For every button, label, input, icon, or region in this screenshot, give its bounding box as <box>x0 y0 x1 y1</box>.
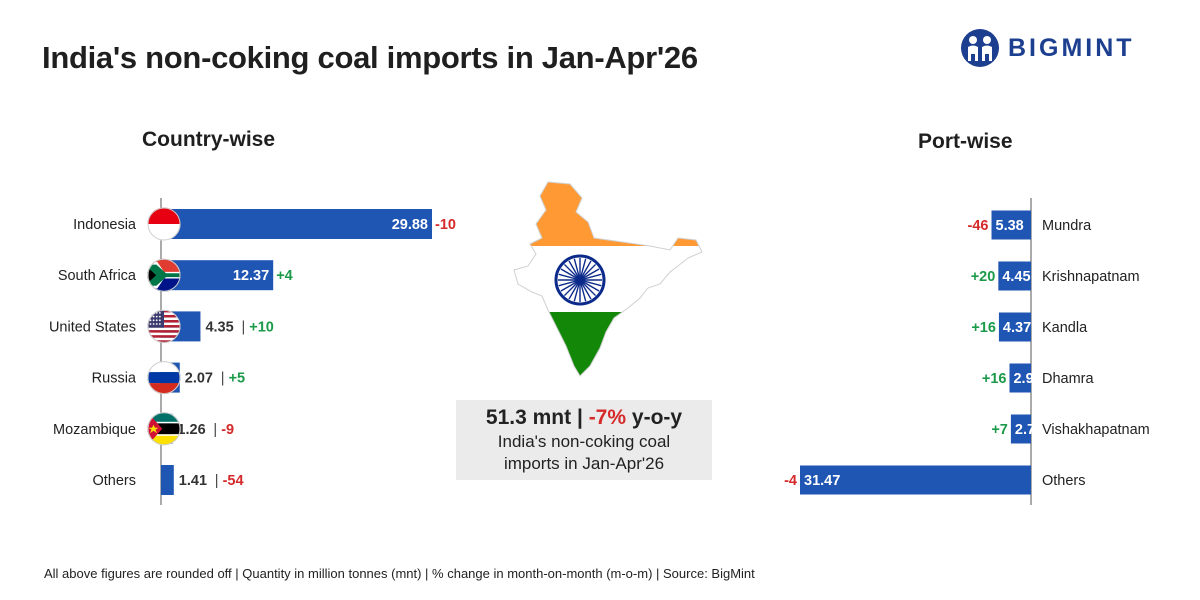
port-bar <box>800 465 1031 495</box>
port-category-label: Krishnapatnam <box>1042 269 1140 285</box>
country-category-label: Russia <box>92 371 137 387</box>
country-value-label: 4.35 <box>205 319 233 335</box>
port-bar <box>998 261 1031 291</box>
port-value-label: 5.38 <box>996 218 1024 234</box>
country-change-label: | -54 <box>215 473 244 489</box>
country-change-label: | +5 <box>221 371 245 387</box>
port-change-label: -46 <box>968 218 989 234</box>
port-bar <box>991 210 1031 240</box>
country-change-label: +4 <box>276 268 293 284</box>
country-value-label: 1.41 <box>179 473 207 489</box>
country-category-label: United States <box>49 319 136 335</box>
port-category-label: Dhamra <box>1042 371 1095 387</box>
port-change-label: +7 <box>991 422 1008 438</box>
country-change-label: | +10 <box>241 319 273 335</box>
country-bar-group: Others 1.41 | -54 <box>92 465 244 495</box>
summary-change: -7% <box>588 406 627 429</box>
country-category-label: South Africa <box>58 268 137 284</box>
summary-box: 51.3 mnt | -7% y-o-y India's non-coking … <box>456 400 712 480</box>
country-category-label: Indonesia <box>73 217 137 233</box>
port-bar-group: Mundra 5.38 -46 <box>968 210 1092 240</box>
port-change-label: +16 <box>971 320 996 336</box>
ashoka-chakra-icon <box>554 254 606 306</box>
country-category-label: Others <box>92 473 136 489</box>
indonesia-flag-icon <box>147 207 181 241</box>
russia-flag-icon <box>147 361 181 395</box>
country-value-label: 12.37 <box>233 268 269 284</box>
mozambique-flag-icon <box>147 412 181 446</box>
united-states-flag-icon <box>147 309 181 343</box>
bigmint-logo: BIGMINT <box>960 28 1135 68</box>
country-value-label: 2.07 <box>185 371 213 387</box>
port-value-label: 2.74 <box>1015 422 1043 438</box>
port-bar-group: Krishnapatnam 4.45 +20 <box>971 261 1140 291</box>
logo-text: BIGMINT <box>1008 33 1135 62</box>
country-value-label: 29.88 <box>392 217 428 233</box>
summary-change-suffix: y-o-y <box>631 406 683 429</box>
summary-quantity: 51.3 mnt <box>485 406 572 429</box>
summary-caption-line1: India's non-coking coal <box>497 432 671 451</box>
country-change-label: | -9 <box>213 422 234 438</box>
port-bar-group: Others 31.47 -4 <box>784 465 1086 495</box>
port-category-label: Others <box>1042 473 1086 489</box>
country-bar <box>161 209 432 239</box>
port-value-label: 31.47 <box>804 473 840 489</box>
country-section-title: Country-wise <box>142 128 276 151</box>
port-change-label: -4 <box>784 473 797 489</box>
india-flag-map-icon <box>513 181 703 377</box>
port-value-label: 4.37 <box>1003 320 1031 336</box>
port-change-label: +20 <box>971 269 996 285</box>
country-bar <box>161 465 174 495</box>
country-category-label: Mozambique <box>53 422 136 438</box>
page-title: India's non-coking coal imports in Jan-A… <box>42 40 698 75</box>
port-category-label: Vishakhapatnam <box>1042 422 1150 438</box>
port-bar <box>998 312 1031 342</box>
port-bar <box>1009 363 1031 393</box>
summary-headline: 51.3 mnt | -7% y-o-y <box>485 406 683 429</box>
port-value-label: 4.45 <box>1002 269 1030 285</box>
port-bar <box>1010 414 1031 444</box>
port-bar-group: Kandla 4.37 +16 <box>971 312 1088 342</box>
country-value-label: 1.26 <box>177 422 205 438</box>
port-category-label: Kandla <box>1042 320 1088 336</box>
port-value-label: 2.93 <box>1013 371 1041 387</box>
bigmint-logo-icon <box>961 29 999 67</box>
port-section-title: Port-wise <box>918 130 1013 153</box>
country-change-label: -10 <box>435 217 456 233</box>
country-bar-group: Indonesia 29.88 -10 <box>73 209 456 239</box>
country-bar-group: South Africa 12.37 +4 <box>58 260 293 291</box>
port-category-label: Mundra <box>1042 218 1092 234</box>
summary-caption-line2: imports in Jan-Apr'26 <box>503 454 665 473</box>
south-africa-flag-icon <box>147 258 181 292</box>
port-change-label: +16 <box>982 371 1007 387</box>
footnote: All above figures are rounded off | Quan… <box>44 566 755 581</box>
